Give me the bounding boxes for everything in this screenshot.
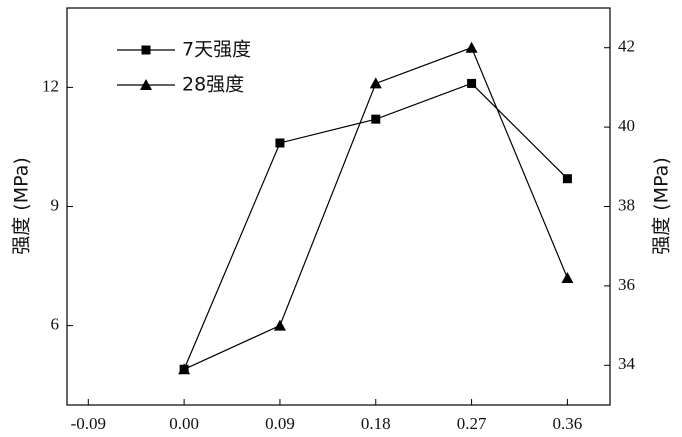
y2-tick-label: 38	[618, 195, 635, 214]
marker	[371, 114, 381, 124]
y-tick-label: 12	[42, 76, 59, 95]
legend-label: 7天强度	[182, 39, 251, 61]
x-tick-label: 0.27	[457, 414, 487, 433]
y2-tick-label: 42	[618, 37, 635, 56]
x-tick-label: 0.36	[553, 414, 583, 433]
marker	[275, 138, 285, 148]
plot-frame	[66, 7, 611, 406]
marker	[178, 363, 191, 375]
y2-axis-label: 强度 (MPa)	[651, 157, 673, 255]
marker	[369, 77, 382, 89]
y2-tick-label: 36	[618, 275, 635, 294]
x-tick-label: -0.09	[71, 414, 106, 433]
y2-tick-label: 40	[618, 116, 635, 135]
y-tick-label: 6	[51, 315, 60, 334]
legend-label: 28强度	[182, 74, 244, 96]
x-tick-label: 0.00	[169, 414, 199, 433]
series-line	[183, 46, 568, 370]
x-tick-label: 0.18	[361, 414, 391, 433]
y-axis-label: 强度 (MPa)	[11, 157, 33, 255]
marker	[467, 78, 477, 88]
legend-marker	[140, 79, 152, 90]
series-line	[183, 82, 568, 370]
y-tick-label: 9	[51, 195, 60, 214]
marker	[562, 174, 572, 184]
y2-tick-label: 34	[618, 354, 636, 373]
marker	[465, 41, 478, 53]
marker	[273, 319, 286, 331]
legend-marker	[141, 45, 151, 55]
x-tick-label: 0.09	[265, 414, 295, 433]
marker	[561, 271, 574, 283]
